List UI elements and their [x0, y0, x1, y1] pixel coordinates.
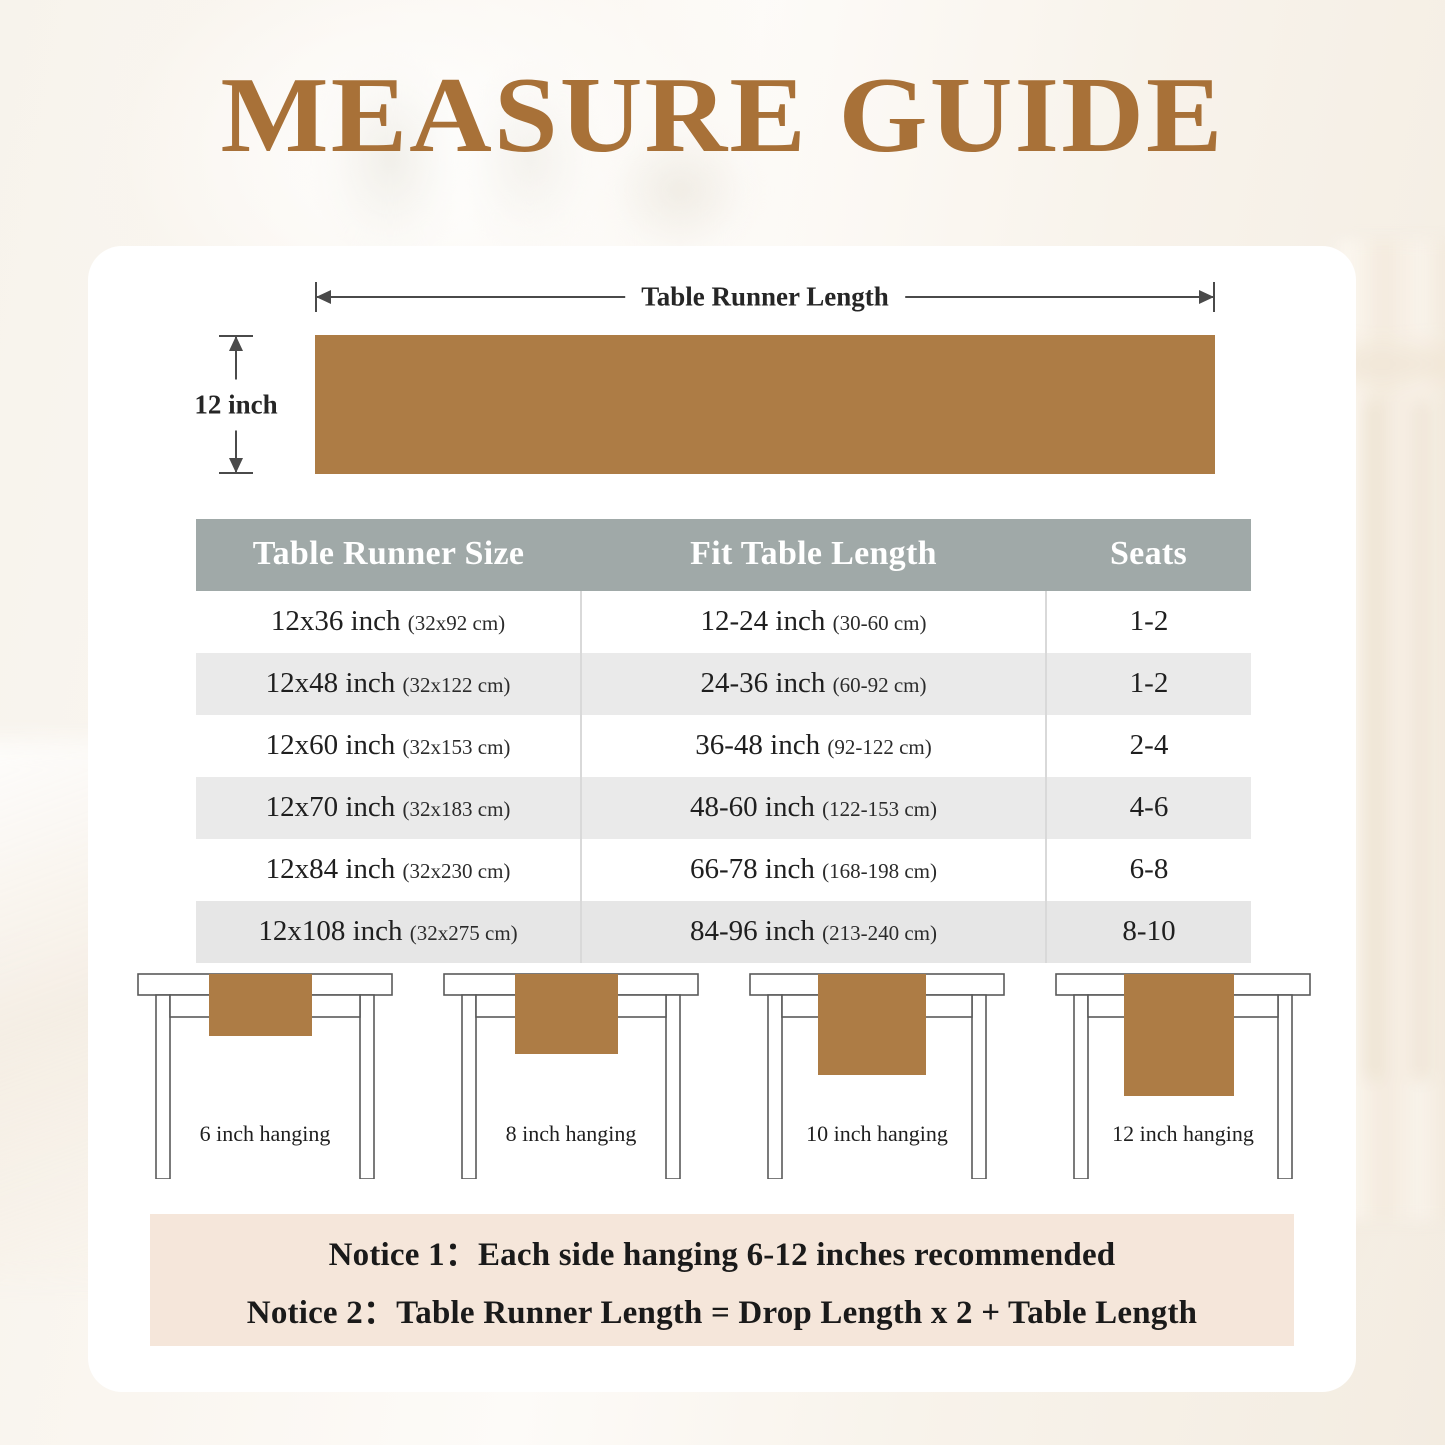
content-card: Table Runner Length 12 inch Table Runner… — [88, 246, 1356, 1392]
arrowhead-down-icon — [229, 458, 243, 473]
width-dimension-arrow: 12 inch — [194, 335, 278, 474]
cell-runner-size: 12x84 inch (32x230 cm) — [196, 839, 582, 901]
cell-seats: 1-2 — [1046, 591, 1251, 653]
cell-runner-size: 12x36 inch (32x92 cm) — [196, 591, 582, 653]
background-objects — [300, 10, 860, 260]
runner-size-cm: (32x230 cm) — [402, 859, 511, 883]
fit-length-cm: (92-122 cm) — [827, 735, 932, 759]
hanging-diagram: 12 inch hanging — [1042, 964, 1324, 1179]
runner-swatch — [315, 335, 1215, 474]
table-row: 12x108 inch (32x275 cm) 84-96 inch (213-… — [196, 901, 1251, 963]
hanging-label: 12 inch hanging — [1112, 1121, 1254, 1146]
table-illustration — [1055, 973, 1311, 1179]
fit-length-inch: 66-78 inch — [690, 853, 815, 885]
width-dimension-label: 12 inch — [194, 379, 278, 430]
arrowhead-right-icon — [1199, 290, 1214, 304]
cell-fit-length: 66-78 inch (168-198 cm) — [581, 839, 1047, 901]
hanging-label: 10 inch hanging — [806, 1121, 948, 1146]
notice-line-2: Notice 2：Table Runner Length = Drop Leng… — [246, 1295, 1198, 1331]
notice-banner: Notice 1：Each side hanging 6-12 inches r… — [150, 1214, 1294, 1346]
cell-fit-length: 84-96 inch (213-240 cm) — [581, 901, 1047, 963]
runner-size-inch: 12x84 inch — [265, 853, 396, 885]
runner-size-cm: (32x153 cm) — [402, 735, 511, 759]
runner-size-cm: (32x92 cm) — [407, 611, 506, 635]
hanging-diagrams: 6 inch hanging 8 inch hanging — [124, 964, 1324, 1179]
runner-size-cm: (32x122 cm) — [402, 673, 511, 697]
dimension-cap-bottom — [219, 472, 253, 474]
header-fit-table-length: Fit Table Length — [581, 519, 1046, 591]
fit-length-cm: (213-240 cm) — [822, 921, 937, 945]
table-illustration — [749, 973, 1005, 1179]
runner-size-inch: 12x70 inch — [265, 791, 396, 823]
runner-dimension-diagram: Table Runner Length 12 inch — [88, 246, 1356, 496]
runner-size-inch: 12x60 inch — [265, 729, 396, 761]
runner-size-cm: (32x183 cm) — [402, 797, 511, 821]
hanging-label: 6 inch hanging — [199, 1121, 331, 1146]
cell-seats: 4-6 — [1046, 777, 1251, 839]
hanging-diagram: 10 inch hanging — [736, 964, 1018, 1179]
table-row: 12x84 inch (32x230 cm) 66-78 inch (168-1… — [196, 839, 1251, 901]
cell-fit-length: 12-24 inch (30-60 cm) — [581, 591, 1047, 653]
fit-length-inch: 12-24 inch — [700, 605, 826, 637]
table-illustration — [443, 973, 699, 1179]
fit-length-inch: 84-96 inch — [690, 915, 815, 947]
runner-size-inch: 12x48 inch — [265, 667, 396, 699]
runner-size-cm: (32x275 cm) — [409, 921, 518, 945]
hanging-label: 8 inch hanging — [505, 1121, 637, 1146]
header-table-runner-size: Table Runner Size — [196, 519, 581, 591]
chair-slat — [1408, 400, 1434, 1080]
header-seats: Seats — [1046, 519, 1251, 591]
cell-seats: 1-2 — [1046, 653, 1251, 715]
cell-runner-size: 12x48 inch (32x122 cm) — [196, 653, 582, 715]
arrowhead-left-icon — [316, 290, 331, 304]
table-header-row: Table Runner Size Fit Table Length Seats — [196, 519, 1251, 591]
cell-seats: 8-10 — [1046, 901, 1251, 963]
cell-fit-length: 36-48 inch (92-122 cm) — [581, 715, 1047, 777]
arrowhead-up-icon — [229, 336, 243, 351]
table-row: 12x36 inch (32x92 cm) 12-24 inch (30-60 … — [196, 591, 1251, 653]
table-illustration — [137, 973, 393, 1179]
fit-length-inch: 24-36 inch — [700, 667, 826, 699]
runner-size-inch: 12x108 inch — [258, 915, 403, 947]
cell-runner-size: 12x108 inch (32x275 cm) — [196, 901, 582, 963]
runner-size-inch: 12x36 inch — [270, 605, 401, 637]
hanging-diagram: 6 inch hanging — [124, 964, 406, 1179]
table-row: 12x48 inch (32x122 cm) 24-36 inch (60-92… — [196, 653, 1251, 715]
cell-fit-length: 48-60 inch (122-153 cm) — [581, 777, 1047, 839]
table-row: 12x70 inch (32x183 cm) 48-60 inch (122-1… — [196, 777, 1251, 839]
table-row: 12x60 inch (32x153 cm) 36-48 inch (92-12… — [196, 715, 1251, 777]
length-dimension-label: Table Runner Length — [625, 281, 905, 313]
chair-slat — [1360, 400, 1386, 1080]
length-dimension-arrow: Table Runner Length — [315, 281, 1215, 313]
fit-length-inch: 36-48 inch — [695, 729, 821, 761]
notice-line-1: Notice 1：Each side hanging 6-12 inches r… — [328, 1237, 1116, 1273]
cell-runner-size: 12x60 inch (32x153 cm) — [196, 715, 582, 777]
fit-length-cm: (168-198 cm) — [822, 859, 937, 883]
cell-seats: 2-4 — [1046, 715, 1251, 777]
fit-length-cm: (122-153 cm) — [822, 797, 937, 821]
cell-seats: 6-8 — [1046, 839, 1251, 901]
fit-length-cm: (30-60 cm) — [832, 611, 927, 635]
hanging-diagram: 8 inch hanging — [430, 964, 712, 1179]
cell-runner-size: 12x70 inch (32x183 cm) — [196, 777, 582, 839]
cell-fit-length: 24-36 inch (60-92 cm) — [581, 653, 1047, 715]
size-table: Table Runner Size Fit Table Length Seats… — [196, 519, 1251, 963]
fit-length-cm: (60-92 cm) — [832, 673, 927, 697]
dimension-cap-right — [1213, 282, 1215, 312]
page-title: MEASURE GUIDE — [220, 56, 1225, 175]
fit-length-inch: 48-60 inch — [690, 791, 815, 823]
